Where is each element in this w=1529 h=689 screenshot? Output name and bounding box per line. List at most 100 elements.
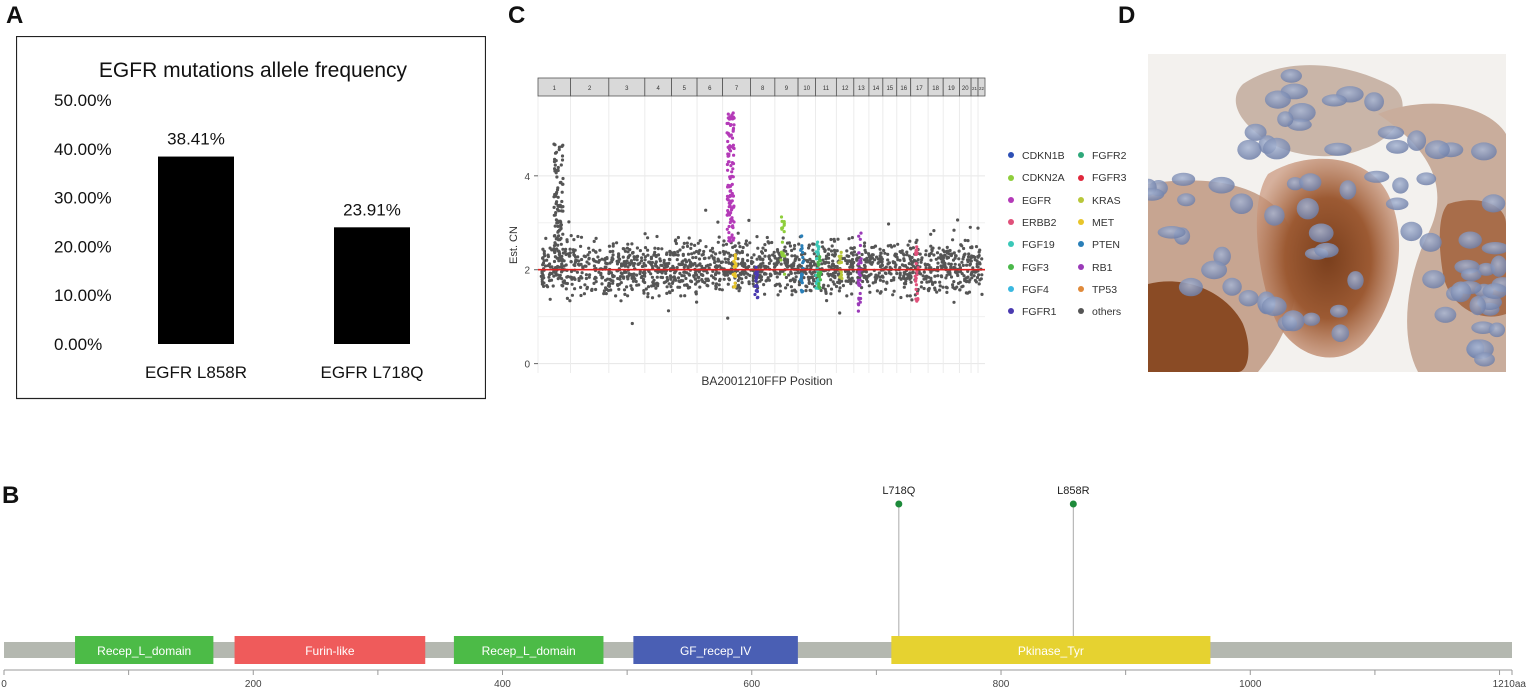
- cn-point: [775, 275, 779, 279]
- cn-point: [638, 272, 642, 276]
- cn-point: [941, 285, 945, 289]
- cn-point: [702, 249, 706, 254]
- cn-point: [583, 264, 587, 268]
- cn-point: [869, 254, 873, 258]
- cn-point: [561, 247, 565, 251]
- cn-point: [915, 238, 919, 242]
- cn-point: [582, 292, 586, 296]
- cn-point: [867, 284, 871, 288]
- gene-point-egfr: [729, 175, 733, 179]
- legend-item-fgfr1: FGFR1: [1008, 306, 1056, 318]
- cn-point: [660, 275, 665, 280]
- gene-point-fgf3: [817, 282, 821, 286]
- cn-point: [812, 252, 816, 256]
- cn-point: [626, 265, 630, 269]
- cn-point: [819, 288, 823, 293]
- legend-item-others: others: [1078, 306, 1121, 318]
- cn-point: [628, 248, 632, 252]
- cn-point: [838, 286, 842, 290]
- cn-point: [701, 273, 705, 277]
- gene-point-erbb2: [913, 274, 917, 278]
- cn-point: [956, 273, 960, 278]
- cn-point: [847, 237, 851, 241]
- gene-point-met: [732, 285, 736, 289]
- cn-point: [776, 293, 780, 297]
- cn-point: [778, 289, 782, 293]
- cn-point: [604, 265, 608, 269]
- domain-gf-recep-iv: [633, 636, 798, 664]
- cn-point: [879, 251, 883, 255]
- gene-point-egfr: [726, 139, 730, 144]
- gene-point-fgfr1: [753, 284, 757, 288]
- cn-point: [559, 223, 563, 227]
- cn-point: [751, 282, 755, 286]
- cn-point: [555, 207, 560, 211]
- cn-point: [706, 263, 710, 267]
- gene-point-rb1: [858, 278, 862, 282]
- cell-nucleus: [1407, 130, 1427, 151]
- gene-point-egfr: [729, 217, 733, 222]
- cn-point: [810, 275, 814, 279]
- cn-point: [722, 277, 726, 281]
- cn-point: [908, 294, 912, 298]
- cn-point: [549, 278, 554, 282]
- cell-nucleus: [1157, 226, 1186, 239]
- cn-point: [785, 258, 790, 262]
- gene-point-egfr: [730, 225, 734, 229]
- cn-point: [591, 248, 595, 252]
- cn-point: [551, 284, 555, 288]
- cn-point: [811, 248, 815, 252]
- gene-point-egfr: [731, 238, 735, 242]
- chromosome-label: 5: [683, 86, 687, 92]
- x-tick-label: 400: [494, 679, 511, 689]
- cn-point: [959, 270, 963, 274]
- cn-point: [824, 254, 829, 258]
- cn-point: [886, 262, 890, 266]
- cn-point: [710, 274, 714, 278]
- cell-nucleus: [1488, 322, 1506, 338]
- cn-point: [945, 245, 949, 249]
- cn-point: [585, 260, 589, 264]
- gene-point-fgfr1: [754, 272, 759, 276]
- mutation-marker: [1069, 500, 1077, 508]
- legend-label: ERBB2: [1022, 216, 1057, 229]
- bar: [158, 156, 234, 344]
- cn-point: [553, 224, 557, 228]
- cn-point: [560, 262, 564, 266]
- cn-point: [898, 266, 902, 270]
- cn-point: [553, 143, 557, 147]
- gene-point-egfr: [725, 194, 730, 198]
- cn-point: [812, 263, 816, 267]
- cn-point: [845, 294, 849, 298]
- gene-point-cdkn2a: [779, 250, 784, 254]
- legend-label: others: [1092, 306, 1122, 319]
- cn-point: [717, 283, 721, 287]
- cell-nucleus: [1386, 140, 1409, 154]
- cn-point: [552, 249, 556, 253]
- cn-point: [635, 283, 639, 287]
- cell-nucleus: [1244, 123, 1267, 141]
- cn-point: [727, 261, 731, 265]
- cn-point: [758, 257, 762, 261]
- cn-point: [829, 278, 833, 282]
- cn-point: [597, 270, 601, 274]
- cn-point: [831, 271, 835, 275]
- cn-point: [962, 274, 966, 278]
- gene-point-egfr: [727, 205, 731, 209]
- cn-point: [966, 269, 970, 273]
- cn-point: [977, 282, 981, 286]
- cn-point: [617, 257, 621, 261]
- cn-point: [694, 255, 698, 260]
- gene-point-egfr: [729, 145, 733, 149]
- cn-point: [694, 272, 698, 277]
- gene-point-pten: [800, 244, 804, 248]
- cn-point: [957, 257, 961, 261]
- cn-point: [977, 253, 981, 258]
- gene-point-rb1: [856, 309, 860, 313]
- copy-number-scatter-plot: 1 2 3 4 5 6 7 8 9 10 11 12 13 14 15 16 17 18 19 20 21 22 024 …: [508, 77, 986, 388]
- gene-point-egfr: [730, 170, 734, 174]
- cn-point: [965, 276, 969, 280]
- cn-point: [951, 238, 955, 242]
- cn-point: [592, 281, 596, 285]
- cn-point: [721, 249, 725, 254]
